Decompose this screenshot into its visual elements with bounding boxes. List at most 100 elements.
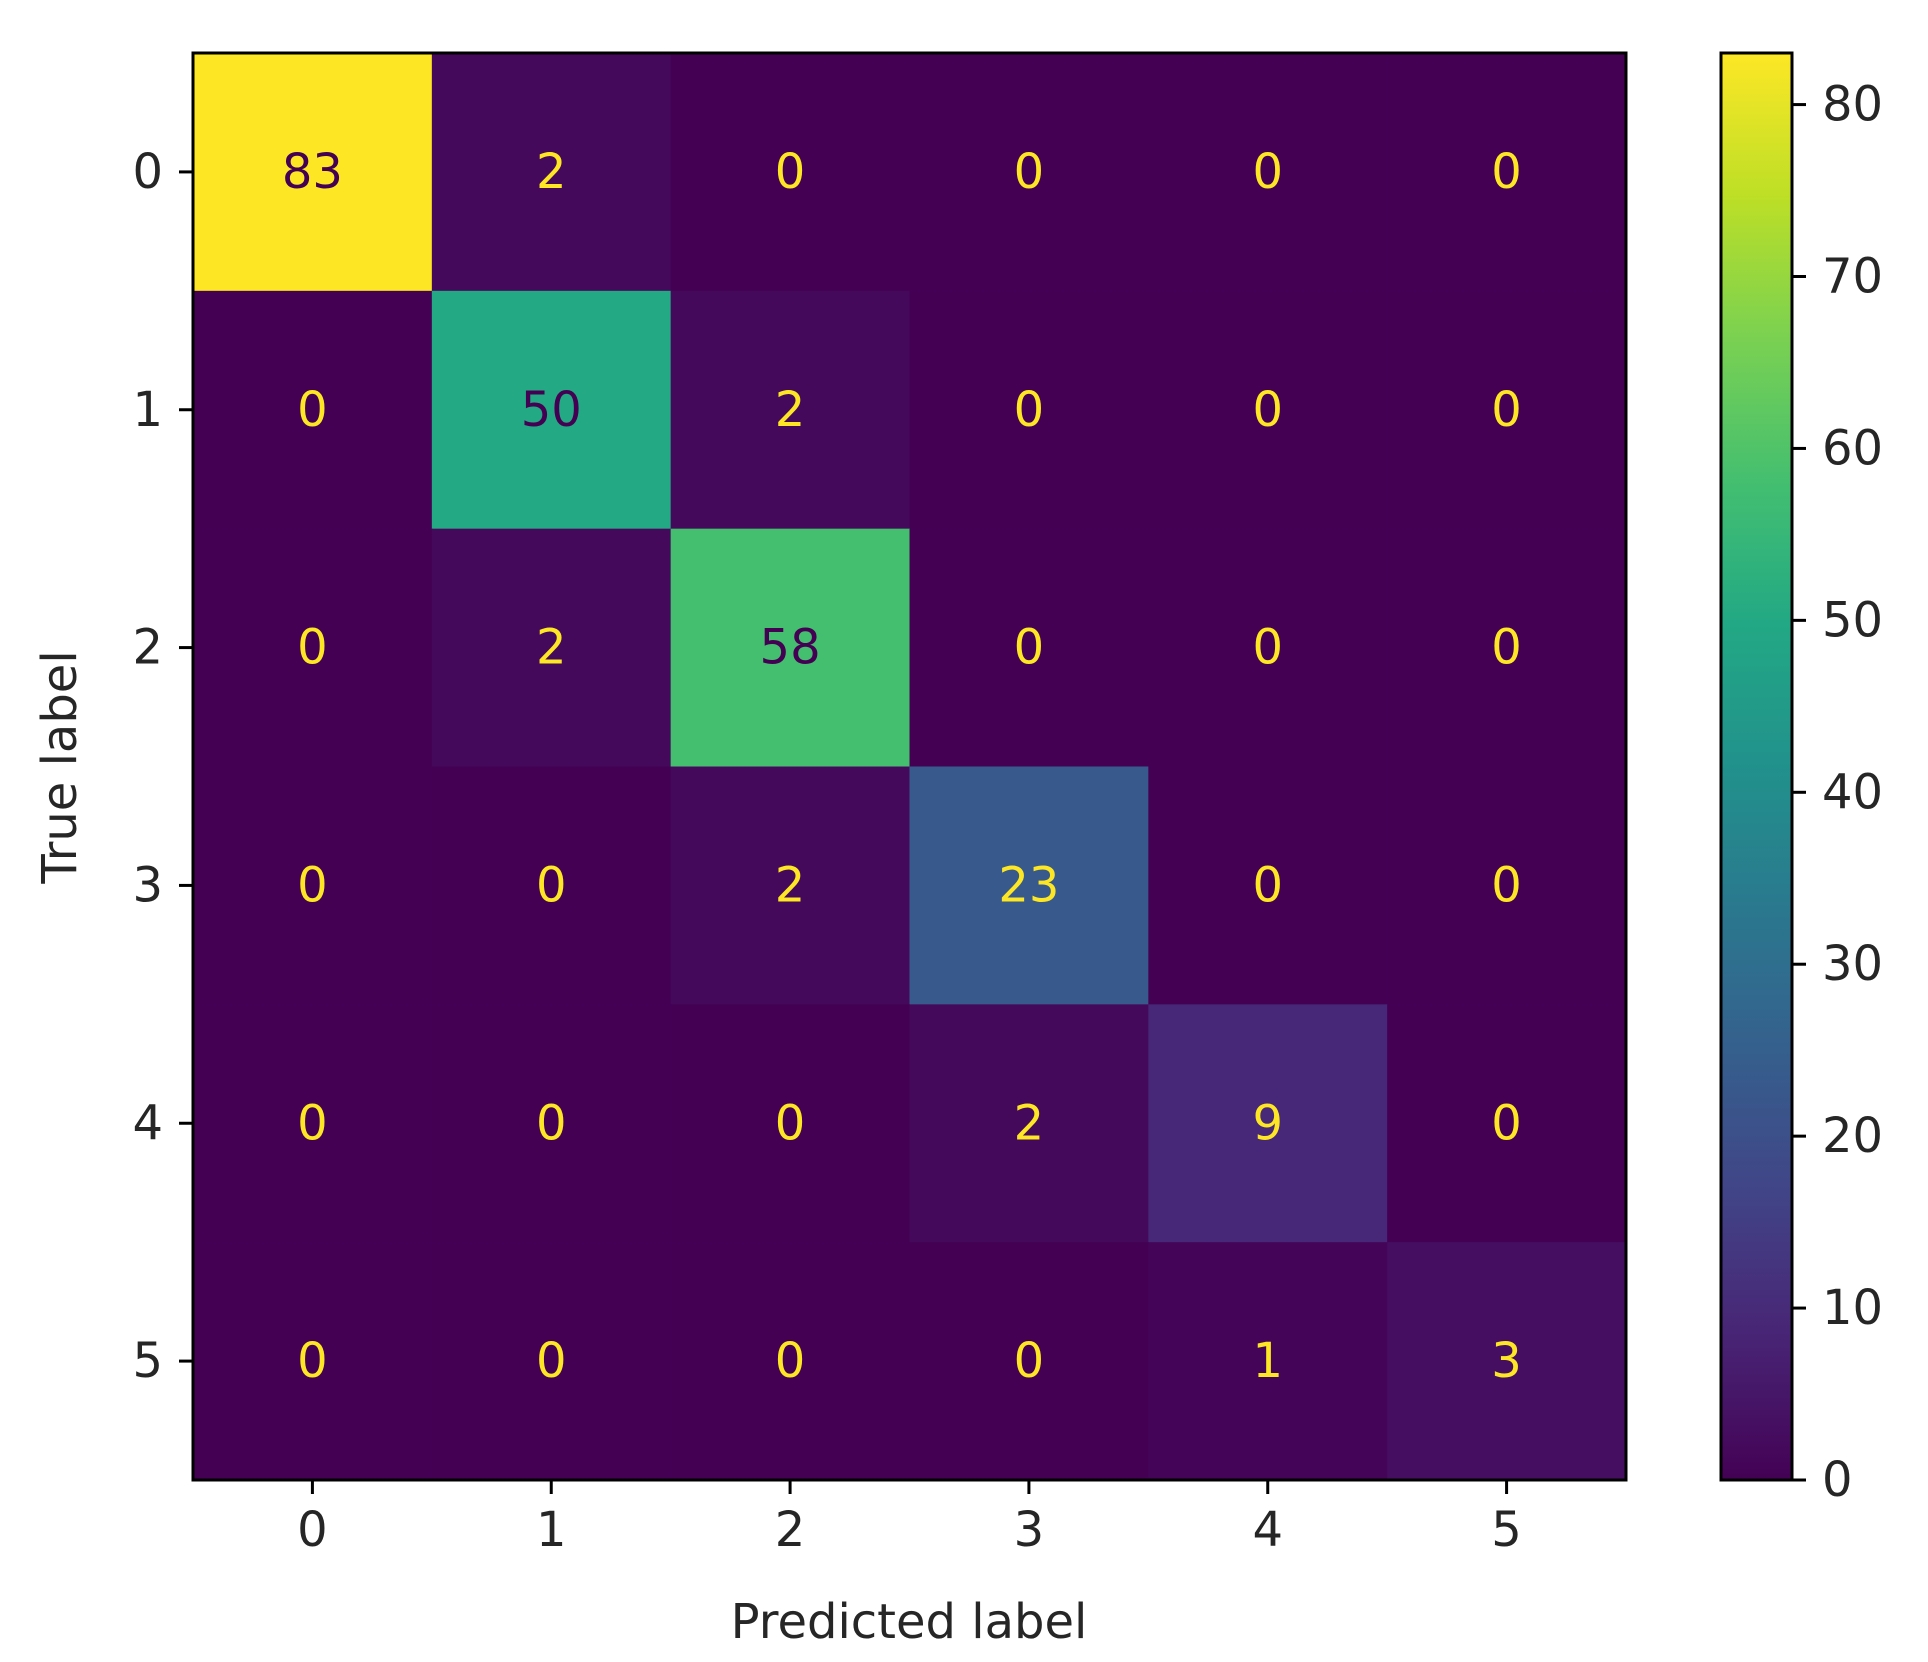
cell-value-r0-c3: 0	[1014, 144, 1045, 200]
cell-value-r5-c3: 0	[1014, 1333, 1045, 1389]
cell-value-r2-c2: 58	[760, 620, 821, 676]
heatmap-cell-r5-c3	[909, 1242, 1149, 1481]
heatmap-cell-r2-c4	[1148, 528, 1388, 767]
heatmap-cell-r4-c4	[1148, 1004, 1388, 1243]
colorbar-ticks: 0 10 20 30 40 50 60 70 80	[1792, 77, 1883, 1508]
x-tick-label-4: 4	[1252, 1502, 1283, 1558]
cell-value-r0-c1: 2	[536, 144, 567, 200]
heatmap-cell-r1-c3	[909, 290, 1149, 530]
x-tick-label-2: 2	[775, 1502, 806, 1558]
colorbar	[1719, 51, 1794, 1482]
heatmap-cell-r1-c4	[1148, 290, 1388, 530]
y-tick-label-1: 1	[132, 382, 163, 438]
heatmap-cell-r5-c1	[431, 1242, 672, 1481]
x-axis-ticks: 0 1 2 3 4 5	[297, 1480, 1522, 1558]
heatmap-cell-r3-c3	[909, 766, 1149, 1005]
cell-value-r1-c5: 0	[1491, 382, 1522, 438]
cell-value-r3-c5: 0	[1491, 857, 1522, 913]
cell-value-r4-c3: 2	[1014, 1095, 1045, 1151]
y-tick-label-0: 0	[132, 144, 163, 200]
colorbar-tick-label-70: 70	[1822, 249, 1883, 305]
cell-value-r2-c1: 2	[536, 620, 567, 676]
heatmap-cell-r4-c1	[431, 1004, 672, 1243]
heatmap-cell-r2-c3	[909, 528, 1149, 767]
cell-value-r4-c5: 0	[1491, 1095, 1522, 1151]
colorbar-tick-label-50: 50	[1822, 592, 1883, 648]
cell-value-r0-c5: 0	[1491, 144, 1522, 200]
heatmap-cell-r1-c2	[670, 290, 910, 530]
cell-value-r2-c5: 0	[1491, 620, 1522, 676]
heatmap-cell-r3-c5	[1387, 766, 1627, 1005]
cell-value-r4-c0: 0	[297, 1095, 328, 1151]
x-axis-label: Predicted label	[731, 1594, 1088, 1650]
y-tick-label-5: 5	[132, 1333, 163, 1389]
cell-value-r5-c0: 0	[297, 1333, 328, 1389]
cell-value-r1-c1: 50	[521, 382, 582, 438]
cell-value-r1-c4: 0	[1252, 382, 1283, 438]
heatmap-cell-r3-c4	[1148, 766, 1388, 1005]
heatmap-cell-r3-c2	[670, 766, 910, 1005]
heatmap-cell-r2-c1	[431, 528, 672, 767]
heatmap-cells	[193, 53, 1627, 1481]
heatmap-cell-r4-c0	[193, 1004, 433, 1243]
heatmap-cell-r0-c2	[670, 53, 910, 292]
cell-value-r4-c4: 9	[1252, 1095, 1283, 1151]
heatmap-cell-r4-c5	[1387, 1004, 1627, 1243]
cell-value-r3-c0: 0	[297, 857, 328, 913]
cell-value-r4-c2: 0	[775, 1095, 806, 1151]
colorbar-tick-label-40: 40	[1822, 764, 1883, 820]
heatmap-cell-r5-c5	[1387, 1242, 1627, 1481]
x-tick-label-0: 0	[297, 1502, 328, 1558]
heatmap-cell-r1-c1	[431, 290, 672, 530]
x-tick-label-5: 5	[1491, 1502, 1522, 1558]
x-tick-label-1: 1	[536, 1502, 567, 1558]
heatmap-cell-r0-c4	[1148, 53, 1388, 292]
cell-value-r0-c2: 0	[775, 144, 806, 200]
cell-value-r2-c3: 0	[1014, 620, 1045, 676]
heatmap-cell-r5-c0	[193, 1242, 433, 1481]
cell-annotations: 83 2 0 0 0 0 0 50 2 0 0 0 0 2 58 0 0 0 0 0 2 23 0 0 0 0 0 2 9 0 0 0 0 0 1 3	[282, 144, 1522, 1389]
x-tick-label-3: 3	[1014, 1502, 1045, 1558]
cell-value-r1-c2: 2	[775, 382, 806, 438]
cell-value-r0-c0: 83	[282, 144, 343, 200]
cell-value-r2-c4: 0	[1252, 620, 1283, 676]
heatmap-cell-r4-c3	[909, 1004, 1149, 1243]
y-tick-label-2: 2	[132, 620, 163, 676]
plot-frame	[191, 51, 1628, 1482]
colorbar-tick-label-10: 10	[1822, 1280, 1883, 1336]
y-tick-label-4: 4	[132, 1095, 163, 1151]
cell-value-r1-c3: 0	[1014, 382, 1045, 438]
heatmap-cell-r4-c2	[670, 1004, 910, 1243]
cell-value-r5-c2: 0	[775, 1333, 806, 1389]
colorbar-tick-label-30: 30	[1822, 936, 1883, 992]
heatmap-cell-r0-c5	[1387, 53, 1627, 292]
heatmap-cell-r2-c0	[193, 528, 433, 767]
heatmap-cell-r0-c0	[193, 53, 433, 292]
heatmap-cell-r5-c4	[1148, 1242, 1388, 1481]
cell-value-r3-c3: 23	[998, 857, 1059, 913]
cell-value-r3-c4: 0	[1252, 857, 1283, 913]
cell-value-r5-c1: 0	[536, 1333, 567, 1389]
cell-value-r0-c4: 0	[1252, 144, 1283, 200]
heatmap-cell-r2-c5	[1387, 528, 1627, 767]
y-axis-ticks: 0 1 2 3 4 5	[132, 144, 193, 1389]
cell-value-r1-c0: 0	[297, 382, 328, 438]
cell-value-r3-c2: 2	[775, 857, 806, 913]
cell-value-r3-c1: 0	[536, 857, 567, 913]
heatmap-cell-r1-c5	[1387, 290, 1627, 530]
colorbar-tick-label-0: 0	[1822, 1452, 1853, 1508]
y-axis-label: True label	[32, 650, 88, 884]
colorbar-tick-label-20: 20	[1822, 1108, 1883, 1164]
colorbar-tick-label-80: 80	[1822, 77, 1883, 133]
heatmap-cell-r3-c1	[431, 766, 672, 1005]
heatmap-cell-r5-c2	[670, 1242, 910, 1481]
colorbar-tick-label-60: 60	[1822, 420, 1883, 476]
heatmap-cell-r1-c0	[193, 290, 433, 530]
heatmap-cell-r0-c3	[909, 53, 1149, 292]
heatmap-cell-r3-c0	[193, 766, 433, 1005]
y-tick-label-3: 3	[132, 857, 163, 913]
heatmap-cell-r2-c2	[670, 528, 910, 767]
cell-value-r5-c4: 1	[1252, 1333, 1283, 1389]
heatmap-cell-r0-c1	[431, 53, 672, 292]
